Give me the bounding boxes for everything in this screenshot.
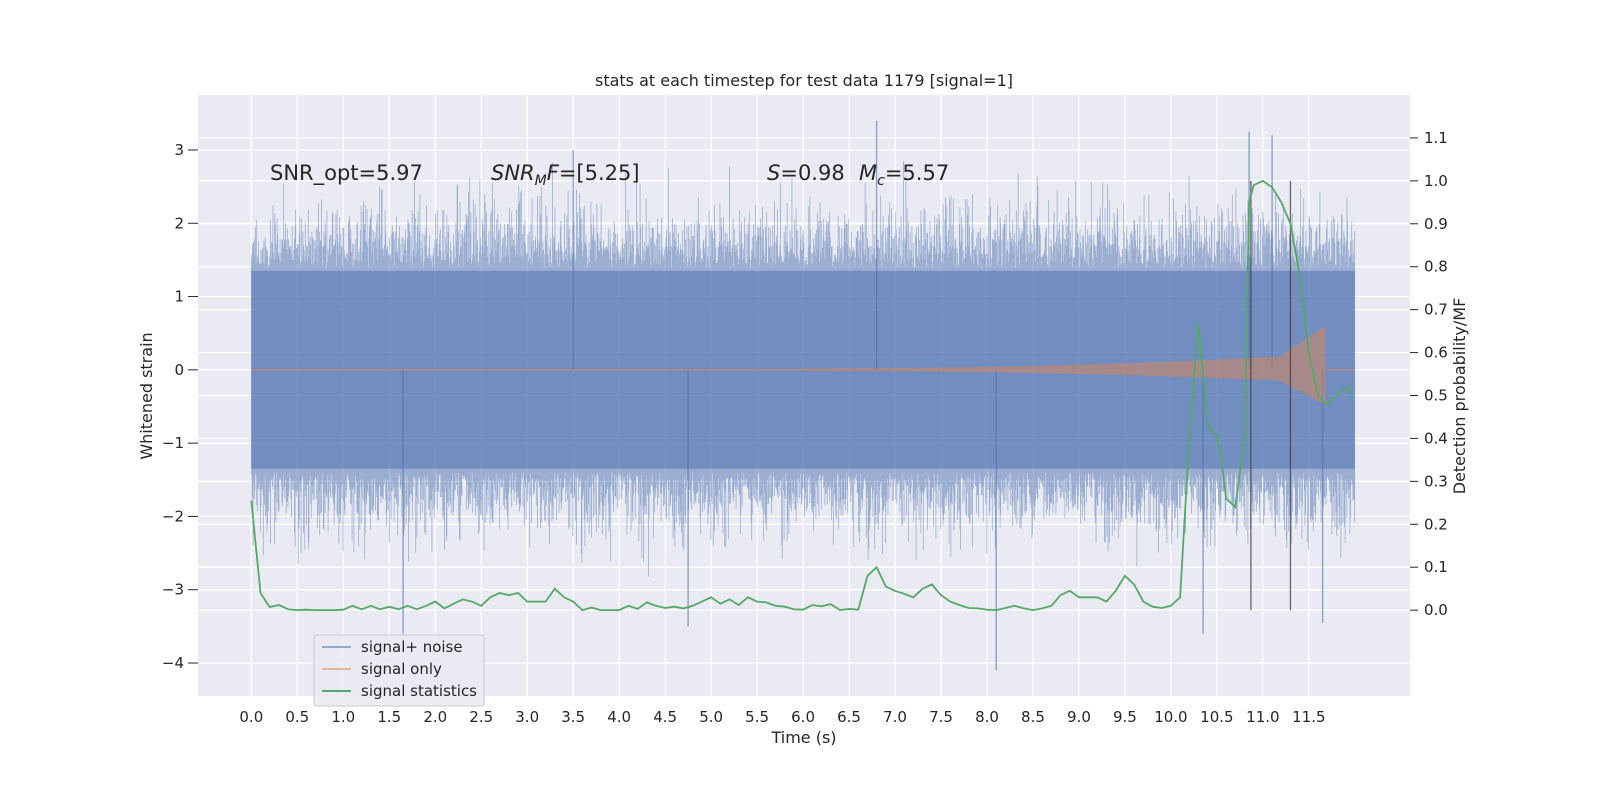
legend-box bbox=[313, 634, 485, 707]
y-left-tick-label: 3 bbox=[174, 141, 184, 159]
x-axis-ticks: 0.0 0.5 1.0 1.5 2.0 2.5 3.0 3.5 4.0 4.5 5.0 5.5 6.0 6… bbox=[239, 708, 1325, 726]
x-tick-label: 11.0 bbox=[1246, 708, 1279, 726]
chart-title: stats at each timestep for test data 117… bbox=[595, 71, 1013, 90]
mc-subscript: c bbox=[877, 173, 885, 189]
snr-mf-subscript: M bbox=[535, 173, 547, 189]
y-right-tick-label: 0.8 bbox=[1424, 258, 1448, 276]
signal-statistics-series bbox=[250, 179, 1354, 612]
y-right-tick-label: 0.0 bbox=[1424, 601, 1448, 619]
signal-statistics-line bbox=[250, 179, 1354, 612]
x-tick-label: 5.0 bbox=[699, 708, 723, 726]
s-value: =0.98 bbox=[780, 161, 844, 185]
y-left-tick-label: 0 bbox=[174, 361, 184, 379]
y-left-tick-label: −3 bbox=[162, 581, 184, 599]
y-left-tick-label: 2 bbox=[174, 214, 184, 232]
annotation-snr-opt: SNR_opt=5.97 bbox=[270, 161, 423, 186]
x-tick-label: 7.0 bbox=[883, 708, 907, 726]
mc-symbol: M bbox=[859, 161, 877, 185]
x-tick-label: 4.5 bbox=[653, 708, 677, 726]
x-tick-label: 1.5 bbox=[377, 708, 401, 726]
y-right-tick-label: 0.9 bbox=[1424, 215, 1448, 233]
x-tick-label: 3.5 bbox=[561, 708, 585, 726]
y-right-tick-label: 0.1 bbox=[1424, 558, 1448, 576]
y-left-tick-label: −4 bbox=[162, 654, 184, 672]
snr-mf-symbol: SNR bbox=[491, 161, 535, 185]
signal-only-series bbox=[251, 325, 1355, 405]
y-left-axis-label: Whitened strain bbox=[137, 332, 156, 459]
snr-mf-value: =[5.25] bbox=[559, 161, 640, 185]
x-tick-label: 9.5 bbox=[1113, 708, 1137, 726]
y-left-tick-label: −1 bbox=[162, 434, 184, 452]
x-axis-label: Time (s) bbox=[770, 728, 836, 747]
x-tick-label: 6.5 bbox=[837, 708, 861, 726]
x-tick-label: 1.0 bbox=[331, 708, 355, 726]
y-right-tick-label: 0.6 bbox=[1424, 344, 1448, 362]
y-left-axis-ticks: 3 2 1 0 −1 −2 −3 −4 bbox=[162, 141, 198, 672]
snr-mf-symbol-2: F bbox=[547, 161, 560, 185]
signal-chirp bbox=[803, 325, 1326, 405]
annotation-s: S=0.98 bbox=[767, 161, 845, 185]
x-tick-label: 11.5 bbox=[1292, 708, 1325, 726]
y-right-tick-label: 0.5 bbox=[1424, 387, 1448, 405]
s-symbol: S bbox=[767, 161, 780, 185]
x-tick-label: 9.0 bbox=[1067, 708, 1091, 726]
y-right-tick-label: 1.1 bbox=[1424, 129, 1448, 147]
x-tick-label: 2.5 bbox=[469, 708, 493, 726]
y-right-axis-label: Detection probability/MF bbox=[1450, 298, 1469, 495]
y-left-tick-label: −2 bbox=[162, 507, 184, 525]
x-tick-label: 10.0 bbox=[1154, 708, 1187, 726]
legend-label-signal-statistics: signal statistics bbox=[361, 682, 477, 700]
y-right-axis-ticks: 1.1 1.0 0.9 0.8 0.7 0.6 0.5 0.4 0.3 0.2 0.1 0.0 bbox=[1410, 129, 1448, 619]
noise-extreme-spikes bbox=[402, 120, 1324, 671]
x-tick-label: 8.5 bbox=[1021, 708, 1045, 726]
mc-value: =5.57 bbox=[885, 161, 949, 185]
legend: signal+ noise signal only signal statist… bbox=[313, 634, 485, 707]
x-tick-label: 10.5 bbox=[1200, 708, 1233, 726]
y-right-tick-label: 1.0 bbox=[1424, 172, 1448, 190]
x-tick-label: 5.5 bbox=[745, 708, 769, 726]
x-tick-label: 4.0 bbox=[607, 708, 631, 726]
vertical-markers bbox=[1250, 180, 1292, 611]
x-tick-label: 8.0 bbox=[975, 708, 999, 726]
x-tick-label: 6.0 bbox=[791, 708, 815, 726]
x-tick-label: 7.5 bbox=[929, 708, 953, 726]
annotation-mc: Mc=5.57 bbox=[859, 161, 949, 189]
y-right-tick-label: 0.3 bbox=[1424, 472, 1448, 490]
y-right-tick-label: 0.2 bbox=[1424, 515, 1448, 533]
x-tick-label: 3.0 bbox=[515, 708, 539, 726]
y-right-tick-label: 0.7 bbox=[1424, 301, 1448, 319]
y-right-tick-label: 0.4 bbox=[1424, 429, 1448, 447]
legend-label-signal-only: signal only bbox=[361, 660, 442, 678]
x-tick-label: 0.0 bbox=[239, 708, 263, 726]
x-tick-label: 2.0 bbox=[423, 708, 447, 726]
legend-label-signal-noise: signal+ noise bbox=[361, 638, 463, 656]
annotation-snr-mf: SNRMF=[5.25] bbox=[491, 161, 640, 189]
y-left-tick-label: 1 bbox=[174, 288, 184, 306]
x-tick-label: 0.5 bbox=[285, 708, 309, 726]
